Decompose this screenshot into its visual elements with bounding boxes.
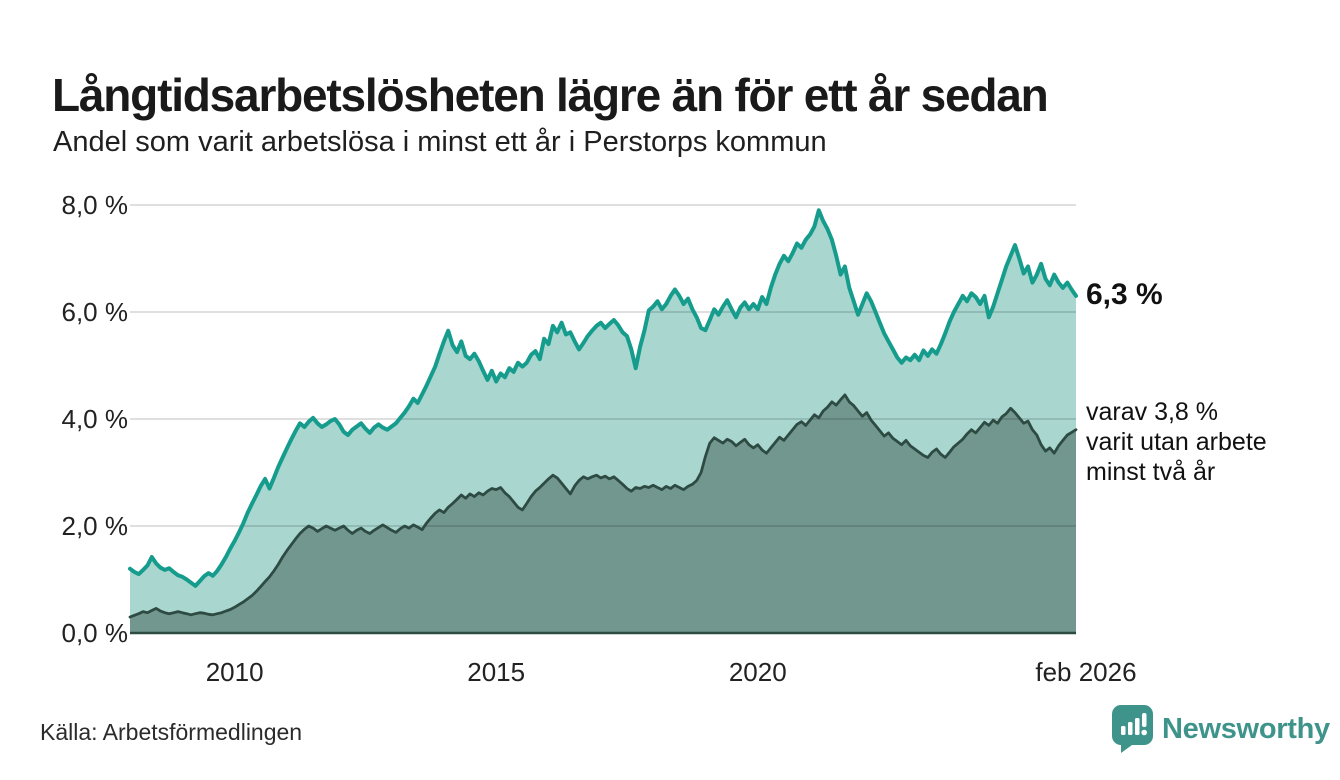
y-tick-label: 0,0 %	[61, 618, 129, 648]
source-attribution: Källa: Arbetsförmedlingen	[40, 719, 303, 745]
y-tick-label: 8,0 %	[61, 190, 129, 220]
series-area-1	[130, 394, 1076, 633]
bar-chart-glyph	[1121, 726, 1126, 735]
y-tick-label: 6,0 %	[61, 297, 129, 327]
secondary-value-annotation: varav 3,8 % varit utan arbete minst två …	[1086, 397, 1267, 487]
x-tick-label: feb 2026	[1035, 657, 1137, 687]
y-tick-label: 2,0 %	[61, 511, 129, 541]
bar-chart-glyph	[1135, 718, 1140, 735]
exclamation-glyph	[1142, 713, 1147, 727]
exclamation-dot	[1141, 729, 1147, 736]
x-tick-label: 2015	[467, 657, 526, 687]
newsworthy-logo-icon	[1112, 705, 1153, 753]
page-title: Långtidsarbetslösheten lägre än för ett …	[52, 68, 1049, 121]
secondary-annotation-line: minst två år	[1086, 458, 1216, 486]
latest-value-annotation: 6,3 %	[1086, 278, 1163, 311]
secondary-annotation-line: varit utan arbete	[1086, 428, 1267, 456]
newsworthy-wordmark: Newsworthy	[1162, 712, 1330, 745]
series-line-1	[128, 393, 1078, 619]
newsworthy-logo[interactable]: Newsworthy	[1112, 705, 1330, 753]
x-tick-label: 2010	[205, 657, 264, 687]
y-tick-label: 4,0 %	[61, 404, 129, 434]
chart-subtitle: Andel som varit arbetslösa i minst ett å…	[53, 126, 827, 158]
x-tick-label: 2020	[728, 657, 787, 687]
series-line-0	[128, 208, 1078, 588]
secondary-annotation-line: varav 3,8 %	[1086, 398, 1219, 426]
bar-chart-glyph	[1128, 722, 1133, 735]
